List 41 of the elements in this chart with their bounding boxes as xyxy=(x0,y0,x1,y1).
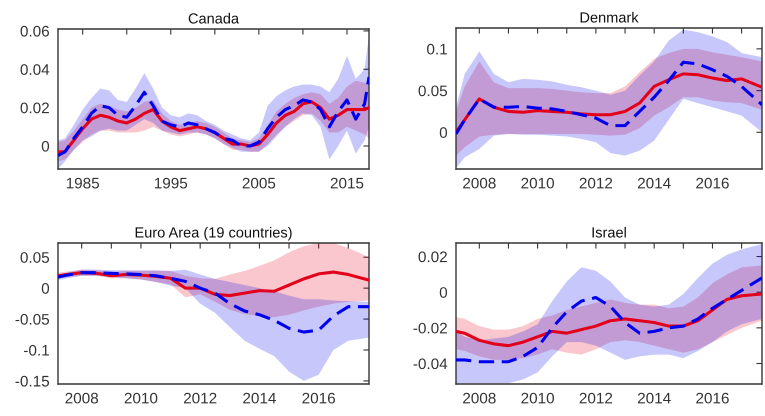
y-tick-label: 0 xyxy=(42,140,50,152)
y-tick-label: 0 xyxy=(42,283,50,294)
y-tick-label: 0.05 xyxy=(418,85,448,96)
y-tick-label: 0.02 xyxy=(418,251,447,262)
y-tick-label: -0.04 xyxy=(414,358,448,370)
y-tick-label: 0 xyxy=(440,287,448,298)
line-series xyxy=(456,60,762,136)
y-tick-label: 0.04 xyxy=(20,64,50,75)
y-tick-label: 0.06 xyxy=(20,26,49,37)
x-tick-label: 2012 xyxy=(580,178,612,189)
line-series xyxy=(58,271,369,334)
x-tick-label: 2012 xyxy=(184,392,216,404)
x-tick-label: 2015 xyxy=(330,178,364,189)
y-tick-label: -0.02 xyxy=(414,322,447,334)
x-tick-label: 2014 xyxy=(243,392,276,404)
y-tick-label: 0.05 xyxy=(20,252,50,263)
x-tick-label: 2010 xyxy=(521,178,554,189)
y-tick-label: 0.1 xyxy=(427,44,447,55)
x-tick-label: 2016 xyxy=(696,178,729,189)
x-tick-label: 2008 xyxy=(463,178,496,189)
x-tick-label: 2008 xyxy=(65,392,98,404)
x-tick-label: 2010 xyxy=(521,392,554,404)
y-tick-label: 0 xyxy=(440,127,448,138)
x-tick-label: 1985 xyxy=(66,178,100,189)
y-tick-label: -0.15 xyxy=(16,376,50,387)
x-tick-label: 2014 xyxy=(638,392,671,404)
chart-title: Israel xyxy=(592,226,626,238)
x-tick-label: 2010 xyxy=(124,392,158,404)
chart-title: Denmark xyxy=(580,12,639,23)
x-tick-label: 2008 xyxy=(463,392,496,404)
x-tick-label: 2016 xyxy=(696,392,729,404)
y-tick-label: -0.1 xyxy=(24,344,49,356)
x-tick-label: 2005 xyxy=(242,178,276,189)
x-tick-label: 2016 xyxy=(302,392,335,404)
y-tick-label: -0.05 xyxy=(16,314,50,325)
x-tick-label: 2012 xyxy=(580,392,612,404)
chart-title: Canada xyxy=(188,12,240,24)
x-tick-label: 2014 xyxy=(638,178,671,189)
chart-title: Euro Area (19 countries) xyxy=(136,226,292,240)
y-tick-label: 0.02 xyxy=(20,102,49,114)
x-tick-label: 1995 xyxy=(154,178,188,189)
